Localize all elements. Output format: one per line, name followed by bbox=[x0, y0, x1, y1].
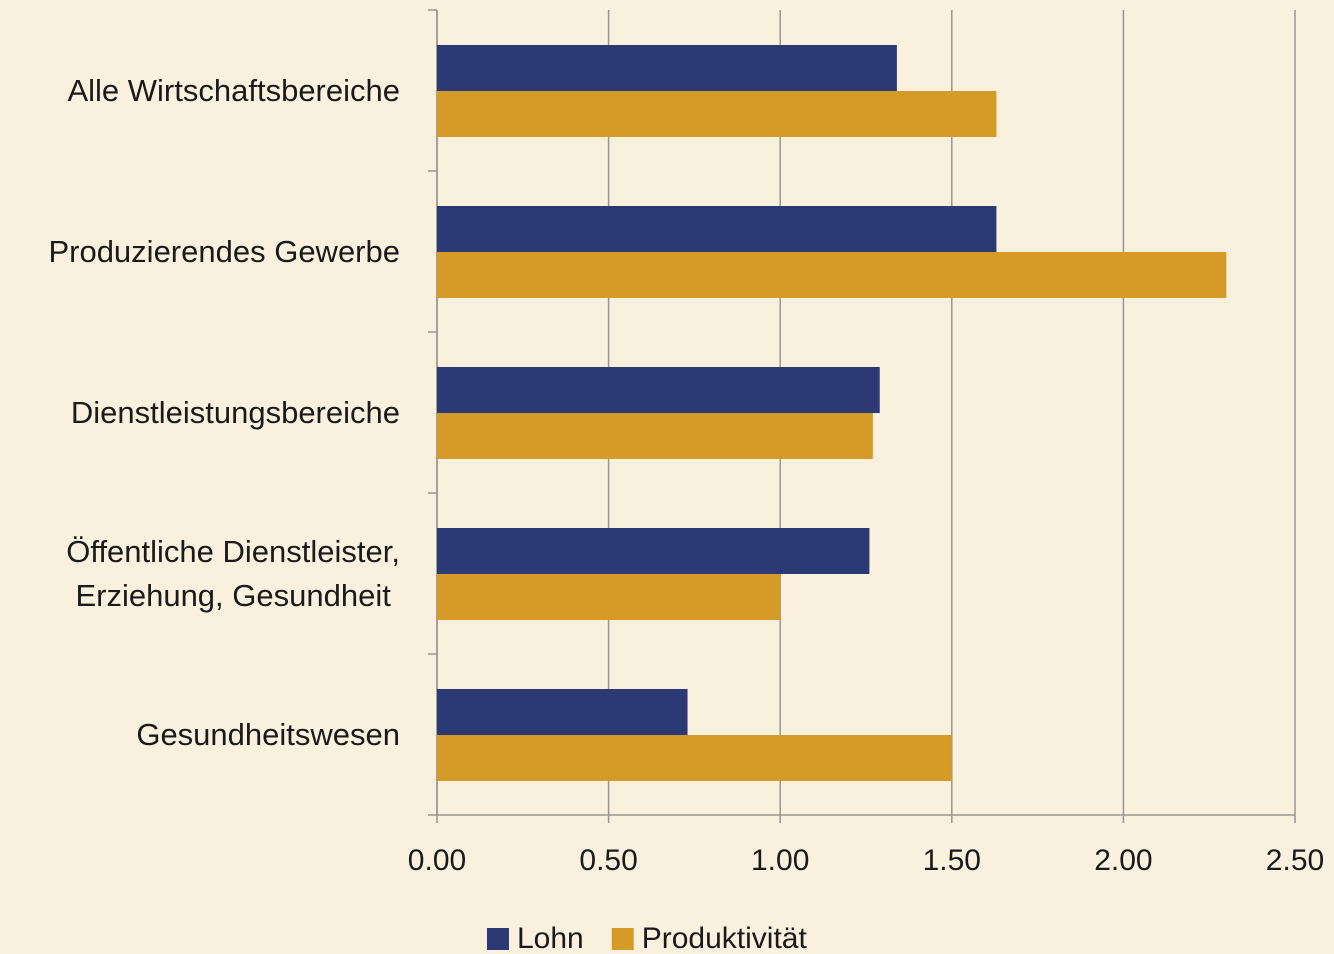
bar bbox=[437, 528, 870, 574]
bar bbox=[437, 574, 781, 620]
bar bbox=[437, 45, 897, 91]
x-tick-label: 0.50 bbox=[579, 844, 637, 877]
bar bbox=[437, 367, 880, 413]
x-tick-label: 0.00 bbox=[408, 844, 466, 877]
y-tick-label: Alle Wirtschaftsbereiche bbox=[67, 72, 400, 108]
y-tick-label: Öffentliche Dienstleister, Erziehung, Ge… bbox=[66, 533, 400, 613]
y-tick-label: Gesundheitswesen bbox=[136, 716, 400, 752]
y-tick-label: Dienstleistungsbereiche bbox=[70, 394, 400, 430]
bar bbox=[437, 252, 1227, 298]
bar bbox=[437, 206, 997, 252]
y-tick-label: Produzierendes Gewerbe bbox=[48, 233, 400, 269]
legend-label: Lohn bbox=[517, 922, 584, 954]
x-tick-label: 2.00 bbox=[1094, 844, 1152, 877]
x-tick-label: 1.00 bbox=[751, 844, 809, 877]
bar bbox=[437, 689, 688, 735]
x-tick-label: 1.50 bbox=[923, 844, 981, 877]
bar bbox=[437, 91, 997, 137]
legend-swatch bbox=[487, 928, 509, 950]
legend-swatch bbox=[611, 928, 634, 950]
legend-label: Produktivität bbox=[642, 922, 808, 954]
bar bbox=[437, 413, 873, 459]
x-tick-label: 2.50 bbox=[1266, 844, 1324, 877]
bar bbox=[437, 735, 952, 781]
